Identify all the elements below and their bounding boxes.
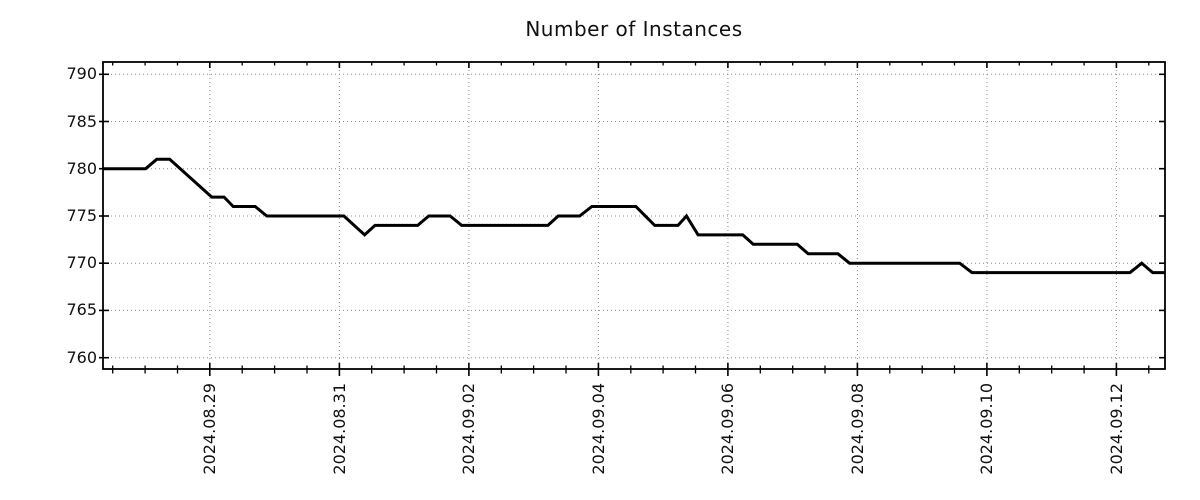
- chart-title: Number of Instances: [525, 17, 743, 41]
- x-tick-label: 2024.09.06: [718, 383, 738, 475]
- plot-border: [102, 61, 1166, 370]
- data-line: [103, 157, 1165, 275]
- x-tick-label: 2024.08.31: [329, 383, 349, 475]
- x-tick-label: 2024.09.12: [1106, 383, 1126, 475]
- x-tick-label: 2024.09.10: [977, 383, 997, 475]
- gridlines: [103, 62, 1165, 369]
- x-tick-label: 2024.09.04: [588, 383, 608, 475]
- y-tick-label: 760: [66, 347, 97, 367]
- series-instances: [103, 157, 1165, 275]
- x-tick-label: 2024.09.02: [459, 383, 479, 475]
- y-tick-label: 765: [66, 300, 97, 320]
- y-tick-label: 780: [66, 158, 97, 178]
- y-tick-label: 775: [66, 205, 97, 225]
- x-tick-label: 2024.08.29: [200, 383, 220, 475]
- y-tick-label: 785: [66, 111, 97, 131]
- y-tick-label: 770: [66, 253, 97, 273]
- axis-ticks-and-border: [99, 61, 1166, 376]
- x-tick-label: 2024.09.08: [847, 383, 867, 475]
- y-tick-label: 790: [66, 64, 97, 84]
